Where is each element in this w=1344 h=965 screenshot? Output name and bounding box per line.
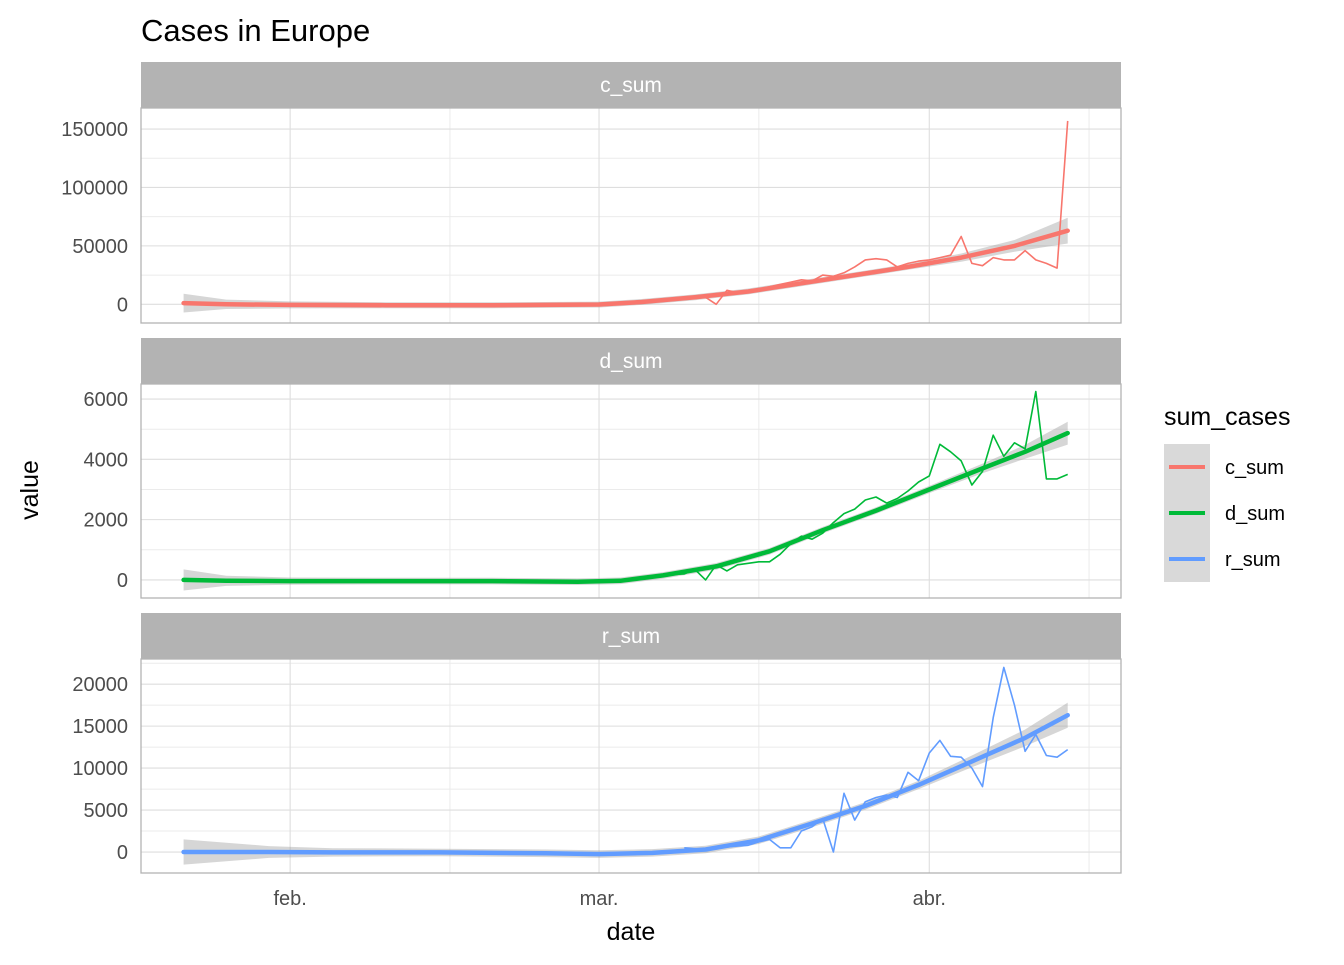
y-tick-label: 4000 — [84, 449, 129, 471]
facet-strip — [141, 62, 1121, 108]
smooth-line-d_sum — [181, 430, 1070, 584]
panel-border — [140, 658, 1122, 874]
legend-title: sum_cases — [1164, 403, 1290, 431]
x-tick-label: feb. — [273, 888, 306, 910]
y-tick-label: 100000 — [61, 177, 128, 199]
facet-strip-label: r_sum — [602, 625, 660, 648]
panel-border — [140, 107, 1122, 324]
confidence-band-r_sum — [183, 702, 1068, 865]
facet-panel-c_sum: c_sum 0 50000 100000 150000 — [61, 62, 1122, 324]
legend: sum_cases c_sum d_sum r_sum — [1164, 403, 1290, 582]
facet-strip-label: c_sum — [600, 74, 662, 97]
panel-border — [140, 383, 1122, 599]
y-tick-label: 0 — [117, 294, 128, 316]
x-axis: feb. mar. abr. — [273, 888, 945, 910]
confidence-band-c_sum — [183, 217, 1068, 313]
x-axis-title: date — [607, 918, 656, 946]
y-tick-label: 0 — [117, 842, 128, 864]
series-line-c_sum — [694, 120, 1069, 306]
y-tick-label: 6000 — [84, 389, 129, 411]
facet-panel-r_sum: r_sum 0 5000 10000 15000 20000 — [72, 613, 1122, 874]
legend-label: d_sum — [1225, 503, 1285, 525]
facet-strip-label: d_sum — [599, 350, 662, 373]
y-tick-label: 150000 — [61, 119, 128, 141]
series-line-d_sum — [673, 390, 1069, 581]
smooth-line-c_sum — [181, 228, 1070, 308]
chart-title: Cases in Europe — [141, 13, 370, 48]
y-tick-label: 0 — [117, 570, 128, 592]
y-tick-label: 10000 — [72, 758, 128, 780]
legend-label: r_sum — [1225, 549, 1281, 571]
facet-panel-d_sum: d_sum 0 2000 4000 6000 — [84, 338, 1122, 599]
facet-strip — [141, 613, 1121, 659]
x-tick-label: abr. — [913, 888, 946, 910]
y-tick-label: 5000 — [84, 800, 129, 822]
series-line-r_sum — [684, 666, 1069, 853]
facet-strip — [141, 338, 1121, 384]
y-tick-label: 20000 — [72, 674, 128, 696]
y-tick-label: 15000 — [72, 716, 128, 738]
y-tick-label: 2000 — [84, 510, 129, 532]
y-axis-title: value — [16, 460, 44, 520]
legend-label: c_sum — [1225, 457, 1284, 479]
y-tick-label: 50000 — [72, 236, 128, 258]
x-tick-label: mar. — [580, 888, 619, 910]
confidence-band-d_sum — [183, 421, 1068, 591]
smooth-line-r_sum — [181, 712, 1070, 857]
facet-panels: c_sum050000100000150000d_sum020004000600… — [61, 62, 1122, 874]
